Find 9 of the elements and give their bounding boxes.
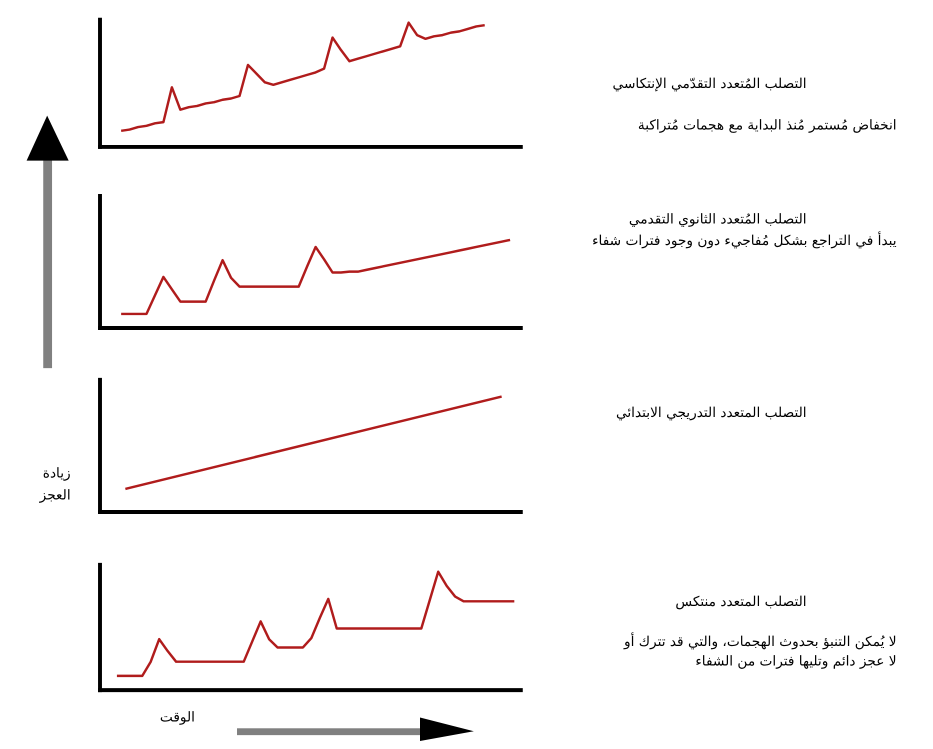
text: انخفاض مُستمر مُنذ البداية مع هجمات مُتراكبة	[638, 117, 897, 134]
y-axis-title: زيادة العجز	[38, 466, 71, 504]
text: التصلب المُتعدد الثانوي التقدمي	[628, 211, 807, 228]
text: التصلب المتعدد منتكس	[675, 594, 807, 610]
text: التصلب المُتعدد التقدّمي الإنتكاسي	[612, 76, 807, 92]
text: لا يُمكن التنبؤ بحدوث الهجمات، والتي قد تترك أو لا عجز دائم وتليها فترات من الشفاء	[622, 632, 897, 670]
annotation: التصلب المتعدد التدريجي الابتدائي	[616, 405, 807, 422]
x-axis-title: الوقت	[160, 709, 195, 726]
text: يبدأ في التراجع بشكل مُفاجيء دون وجود فترات شفاء	[592, 230, 897, 249]
